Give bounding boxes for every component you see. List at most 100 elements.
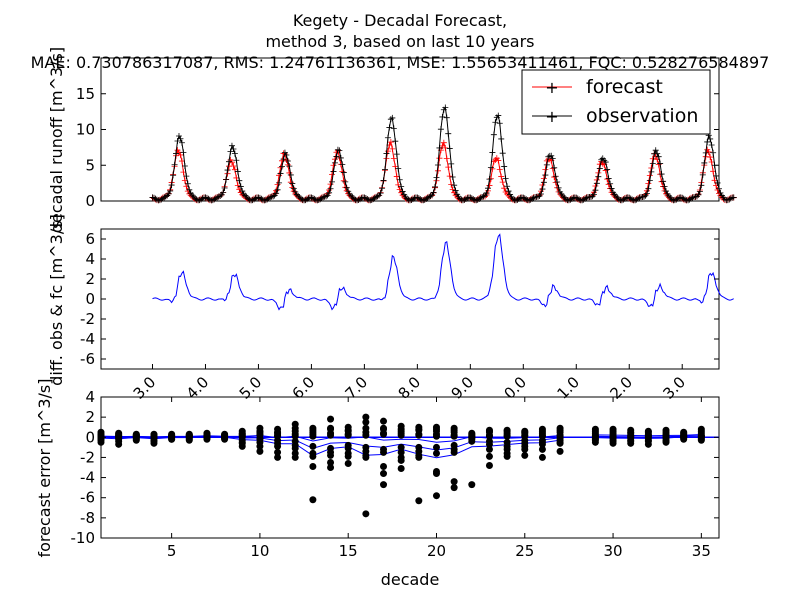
observation-marker <box>717 189 724 196</box>
error-point <box>291 437 299 445</box>
x-tick-label: 2.0 <box>606 373 636 403</box>
observation-marker <box>324 192 331 199</box>
y-tick-label: -4 <box>80 330 95 348</box>
error-point <box>274 432 282 440</box>
error-point <box>397 456 405 464</box>
observation-marker <box>499 150 506 157</box>
error-point <box>503 438 511 446</box>
observation-marker <box>205 195 212 202</box>
observation-marker <box>596 165 603 172</box>
forecast-marker <box>708 158 715 165</box>
observation-marker <box>727 195 734 202</box>
error-point <box>362 431 370 439</box>
observation-marker <box>184 180 191 187</box>
error-point <box>609 432 617 440</box>
x-tick-label: 6.0 <box>289 373 319 403</box>
error-point <box>362 413 370 421</box>
observation-marker <box>716 185 722 192</box>
error-point <box>556 447 564 455</box>
observation-marker <box>390 125 397 132</box>
observation-marker <box>701 159 708 166</box>
error-point <box>556 432 564 440</box>
observation-marker <box>473 197 480 204</box>
error-point <box>521 451 529 459</box>
difference-series <box>152 233 734 311</box>
error-point <box>450 432 458 440</box>
observation-marker <box>180 149 187 156</box>
observation-marker <box>226 158 233 165</box>
observation-marker <box>183 173 190 180</box>
observation-marker <box>483 190 490 197</box>
observation-marker <box>171 161 178 168</box>
observation-marker <box>724 197 731 204</box>
observation-marker <box>439 113 446 120</box>
forecast-marker <box>705 148 712 155</box>
y-tick-label: -2 <box>80 448 95 466</box>
y-tick-label: 15 <box>76 85 95 103</box>
error-point <box>538 453 546 461</box>
error-point <box>503 445 511 453</box>
error-point <box>503 427 511 435</box>
observation-marker <box>342 178 349 185</box>
forecast-marker <box>228 159 235 166</box>
observation-marker <box>168 182 175 189</box>
observation-marker <box>293 191 300 198</box>
observation-marker <box>643 190 650 197</box>
observation-marker <box>543 161 550 168</box>
y-tick-label: 4 <box>85 388 95 406</box>
observation-marker <box>170 172 177 179</box>
error-point <box>380 462 388 470</box>
observation-marker <box>274 186 281 193</box>
observation-marker <box>280 156 287 163</box>
forecast-marker <box>498 173 505 180</box>
observation-marker <box>396 176 403 183</box>
error-y-ticks: -10 -8 -6 -4 -2 0 2 4 <box>71 388 719 547</box>
observation-marker <box>308 194 315 201</box>
x-tick-label: 35 <box>692 542 711 560</box>
difference-line <box>152 233 734 311</box>
error-point <box>274 442 282 450</box>
observation-marker <box>480 193 487 200</box>
observation-marker <box>292 188 299 195</box>
observation-marker <box>515 195 522 202</box>
error-point <box>450 478 458 486</box>
error-point <box>380 445 388 453</box>
observation-marker <box>621 195 628 202</box>
error-point <box>432 449 440 457</box>
error-point <box>221 432 229 440</box>
forecast-marker <box>287 179 294 186</box>
error-point <box>609 437 617 445</box>
observation-marker <box>239 188 246 195</box>
error-point <box>397 448 405 456</box>
observation-marker <box>598 156 605 163</box>
observation-marker <box>704 138 711 145</box>
observation-marker <box>540 179 547 186</box>
observation-marker <box>498 135 505 142</box>
observation-marker <box>671 197 678 204</box>
error-point <box>450 441 458 449</box>
error-point <box>344 449 352 457</box>
observation-marker <box>689 194 696 201</box>
difference-ylabel: diff. obs & fc [m^3/s] <box>47 214 66 386</box>
observation-marker <box>605 175 612 182</box>
error-point <box>150 436 158 444</box>
error-point <box>432 425 440 433</box>
observation-marker <box>429 191 436 198</box>
title-line-2: method 3, based on last 10 years <box>265 32 534 51</box>
observation-marker <box>337 154 344 161</box>
runoff-y-ticks: 0 5 10 15 <box>76 85 719 210</box>
observation-marker <box>231 150 238 157</box>
error-point <box>309 442 317 450</box>
forecast-marker <box>440 139 447 146</box>
error-point <box>415 431 423 439</box>
error-points <box>97 413 705 518</box>
observation-marker <box>608 185 615 192</box>
observation-marker <box>320 194 327 201</box>
observation-marker <box>318 195 325 202</box>
x-tick-label: 3.0 <box>659 373 689 403</box>
y-tick-label: 6 <box>85 230 95 248</box>
error-ylabel: forecast error [m^3/s] <box>35 379 54 558</box>
observation-marker <box>387 116 394 123</box>
x-tick-label: 25 <box>515 542 534 560</box>
forecast-marker <box>445 164 452 171</box>
